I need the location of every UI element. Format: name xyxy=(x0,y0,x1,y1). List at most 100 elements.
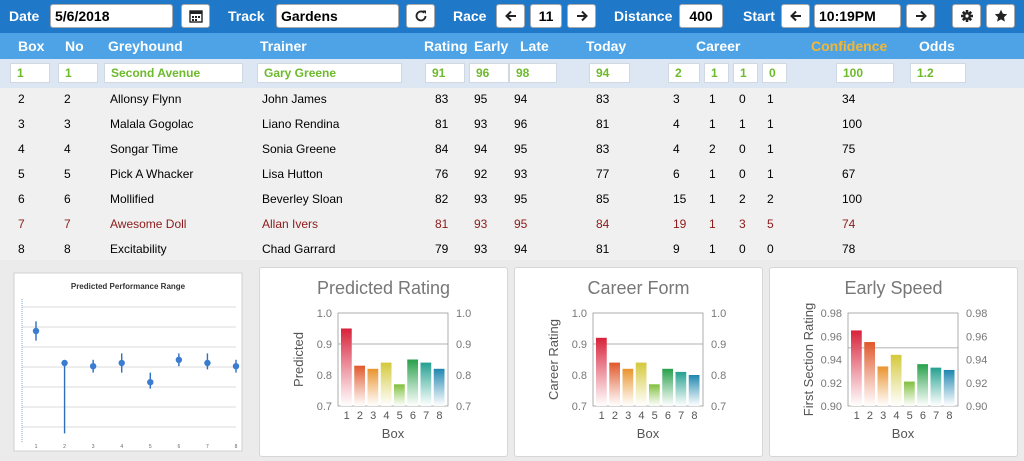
x-tick-label: 1 xyxy=(599,410,605,422)
refresh-icon xyxy=(415,10,426,22)
y2-tick-label: 0.9 xyxy=(456,339,471,351)
column-rating[interactable]: Rating xyxy=(424,38,468,54)
bar xyxy=(864,342,875,406)
race-next-button[interactable] xyxy=(567,4,596,28)
x-tick-label: 4 xyxy=(893,410,899,422)
y-tick-label: 0.98 xyxy=(821,308,842,320)
selected-greyhound[interactable]: Second Avenue xyxy=(104,63,243,83)
race-prev-button[interactable] xyxy=(496,4,525,28)
column-late[interactable]: Late xyxy=(520,38,549,54)
row-trainer: Beverley Sloan xyxy=(262,192,343,206)
start-time-field[interactable]: 10:19PM xyxy=(814,4,901,28)
race-field[interactable]: 11 xyxy=(530,4,562,28)
bar xyxy=(380,362,392,406)
table-row[interactable]: 2 2 Allonsy Flynn John James 83 95 94 83 3 1 0 1 34 xyxy=(0,88,1024,113)
row-box: 3 xyxy=(18,117,25,131)
row-career-starts: 19 xyxy=(673,217,687,231)
row-today: 81 xyxy=(596,117,610,131)
column-career[interactable]: Career xyxy=(696,38,741,54)
table-row[interactable]: 5 5 Pick A Whacker Lisa Hutton 76 92 93 77 6 1 0 1 6… xyxy=(0,163,1024,188)
career-form-title: Career Form xyxy=(587,278,690,298)
row-career-wins: 1 xyxy=(709,192,716,206)
settings-button[interactable] xyxy=(952,4,981,28)
x-tick-label: 7 xyxy=(678,410,684,422)
row-career-wins: 1 xyxy=(709,217,716,231)
row-greyhound: Excitability xyxy=(110,242,167,256)
selected-career-seconds[interactable]: 1 xyxy=(733,63,758,83)
row-greyhound: Pick A Whacker xyxy=(110,167,194,181)
column-greyhound[interactable]: Greyhound xyxy=(108,38,183,54)
row-confidence: 67 xyxy=(842,167,856,181)
row-rating: 76 xyxy=(435,167,449,181)
row-early: 93 xyxy=(474,192,488,206)
arrow-right-icon xyxy=(576,10,588,22)
bar xyxy=(943,369,955,406)
row-box: 7 xyxy=(18,217,25,231)
early-speed-title: Early Speed xyxy=(844,278,943,298)
selected-career-starts[interactable]: 2 xyxy=(668,63,700,83)
star-icon xyxy=(994,9,1007,22)
selected-career-wins[interactable]: 1 xyxy=(704,63,729,83)
selected-no[interactable]: 1 xyxy=(58,63,98,83)
bar xyxy=(609,362,620,406)
x-tick-label: 5 xyxy=(397,410,403,422)
x-tick-label: 1 xyxy=(344,410,350,422)
row-confidence: 100 xyxy=(842,192,863,206)
selected-rating[interactable]: 91 xyxy=(425,63,465,83)
bar xyxy=(622,368,634,406)
row-career-starts: 3 xyxy=(673,92,680,106)
row-no: 8 xyxy=(64,242,71,256)
column-no[interactable]: No xyxy=(65,38,84,54)
column-box[interactable]: Box xyxy=(18,38,45,54)
refresh-button[interactable] xyxy=(406,4,435,28)
row-today: 81 xyxy=(596,242,610,256)
bar xyxy=(688,375,700,406)
distance-field[interactable]: 400 xyxy=(679,4,723,28)
column-confidence[interactable]: Confidence xyxy=(811,38,888,54)
table-row[interactable]: 7 7 Awesome Doll Allan Ivers 81 93 95 84 19 1 3 5 74 xyxy=(0,213,1024,238)
row-rating: 84 xyxy=(435,142,449,156)
table-row[interactable]: 4 4 Songar Time Sonia Greene 84 94 95 83 4 2 0 1 75 xyxy=(0,138,1024,163)
column-today[interactable]: Today xyxy=(586,38,627,54)
selected-early[interactable]: 96 xyxy=(469,63,509,83)
selected-career-thirds[interactable]: 0 xyxy=(762,63,787,83)
predicted-rating-chart: 0.7 0.7 0.8 0.8 0.9 0.9 1.0 1.0 1 2 3 4 5 6 7 8 Box Predi… xyxy=(291,308,471,441)
selected-box[interactable]: 1 xyxy=(10,63,50,83)
bar xyxy=(394,384,405,406)
x-tick-label: 5 xyxy=(907,410,913,422)
x-tick-label: 4 xyxy=(120,444,123,450)
y-tick-label: 0.7 xyxy=(317,401,332,413)
row-career-thirds: 1 xyxy=(767,92,774,106)
table-row[interactable]: 6 6 Mollified Beverley Sloan 82 93 95 85 15 1 2 2 10… xyxy=(0,188,1024,213)
selected-odds[interactable]: 1.2 xyxy=(910,63,966,83)
start-prev-button[interactable] xyxy=(781,4,810,28)
selected-confidence[interactable]: 100 xyxy=(836,63,894,83)
selected-trainer[interactable]: Gary Greene xyxy=(257,63,402,83)
range-point xyxy=(204,359,211,367)
y-tick-label: 0.8 xyxy=(572,370,587,382)
date-field[interactable]: 5/6/2018 xyxy=(50,4,173,28)
column-odds[interactable]: Odds xyxy=(919,38,955,54)
table-row[interactable]: 3 3 Malala Gogolac Liano Rendina 81 93 96 81 4 1 1… xyxy=(0,113,1024,138)
selected-late[interactable]: 98 xyxy=(509,63,557,83)
selected-row[interactable]: 1 1 Second Avenue Gary Greene 91 96 98 9… xyxy=(0,59,1024,88)
arrow-left-icon xyxy=(789,10,801,22)
selected-today[interactable]: 94 xyxy=(589,63,630,83)
calendar-button[interactable] xyxy=(181,4,210,28)
bar xyxy=(433,368,445,406)
column-early[interactable]: Early xyxy=(474,38,509,54)
row-today: 83 xyxy=(596,142,610,156)
y-tick-label: 0.96 xyxy=(821,331,842,343)
row-career-thirds: 5 xyxy=(767,217,774,231)
track-field[interactable]: Gardens xyxy=(276,4,399,28)
start-next-button[interactable] xyxy=(906,4,935,28)
performance-range-chart: Predicted Performance Range 1 2 3 4 5 6 7 8 xyxy=(13,272,243,452)
table-row[interactable]: 8 8 Excitability Chad Garrard 79 93 94 81 9 1 0 0 78 xyxy=(0,238,1024,263)
row-today: 83 xyxy=(596,92,610,106)
column-trainer[interactable]: Trainer xyxy=(260,38,307,54)
bar xyxy=(917,364,928,406)
row-box: 8 xyxy=(18,242,25,256)
row-trainer: Lisa Hutton xyxy=(262,167,323,181)
bar xyxy=(354,365,365,406)
favorite-button[interactable] xyxy=(986,4,1015,28)
